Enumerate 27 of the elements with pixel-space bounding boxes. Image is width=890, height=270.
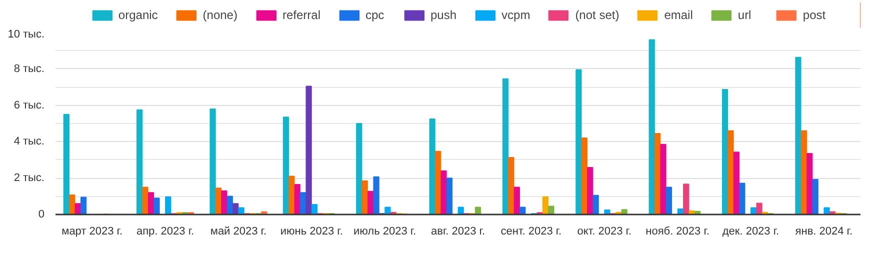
legend-label: push <box>430 8 457 22</box>
y-tick-label: 8 тыс. <box>14 62 45 75</box>
legend-label: url <box>738 8 752 22</box>
x-tick-label: дек. 2023 г. <box>722 226 780 238</box>
legend-label: cpc <box>365 8 386 22</box>
x-tick-label: март 2023 г. <box>62 226 123 238</box>
y-tick-label: 2 тыс. <box>14 172 45 184</box>
y-tick-label: 0 <box>38 208 45 220</box>
legend-label: post <box>802 8 826 22</box>
legend-label: vcpm <box>502 8 530 22</box>
x-tick-label: нояб. 2023 г. <box>646 226 710 238</box>
x-tick-label: авг. 2023 г. <box>431 226 485 238</box>
legend-label: (not set) <box>575 8 620 22</box>
legend-label: organic <box>118 8 158 22</box>
y-tick-label: 6 тыс. <box>14 99 45 112</box>
x-tick-label: июнь 2023 г. <box>280 226 343 238</box>
x-tick-label: апр. 2023 г. <box>136 226 194 238</box>
x-tick-label: янв. 2024 г. <box>795 226 853 238</box>
legend-label: (none) <box>202 8 238 22</box>
legend-label: referral <box>282 8 320 22</box>
x-tick-label: июль 2023 г. <box>354 226 416 238</box>
x-tick-label: сент. 2023 г. <box>500 226 562 238</box>
legend-label: email <box>664 8 693 22</box>
y-tick-label: 4 тыс. <box>14 136 45 148</box>
x-tick-label: май 2023 г. <box>210 226 267 238</box>
y-tick-label: 10 тыс. <box>8 28 45 40</box>
x-tick-label: окт. 2023 г. <box>577 226 632 238</box>
